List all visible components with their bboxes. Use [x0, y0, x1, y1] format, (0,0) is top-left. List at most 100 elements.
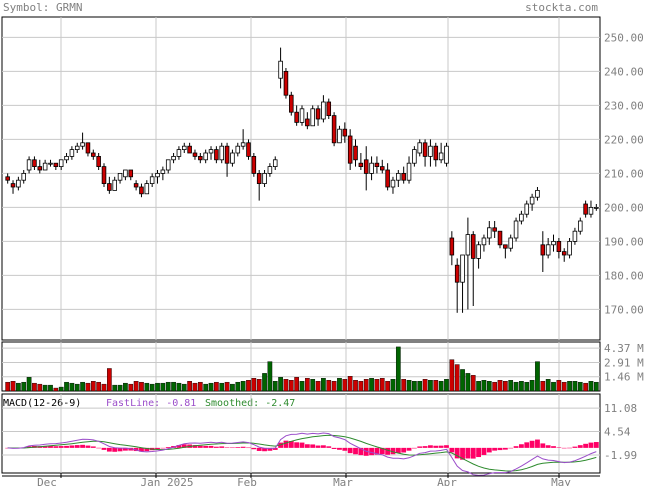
macd-hist-105	[567, 447, 572, 449]
volume-bar-6	[37, 383, 43, 392]
volume-bar-99	[535, 361, 540, 392]
candle-body-74	[401, 172, 406, 181]
volume-bar-42	[230, 383, 235, 392]
price-y-tick-6: 190.00	[604, 235, 644, 248]
candle-body-76	[412, 149, 417, 164]
candle-body-87	[470, 234, 476, 259]
macd-hist-46	[251, 447, 257, 450]
macd-hist-64	[347, 447, 353, 454]
candle-body-5	[32, 159, 37, 168]
volume-bar-15	[85, 382, 91, 392]
candle-body-19	[107, 183, 112, 191]
volume-bar-68	[369, 378, 374, 392]
macd-hist-4	[26, 446, 32, 448]
candle-body-83	[449, 237, 455, 256]
volume-bar-30	[165, 381, 171, 392]
candle-body-31	[171, 155, 176, 161]
volume-bar-57	[310, 379, 316, 392]
macd-hist-9	[53, 446, 59, 448]
volume-bar-36	[197, 381, 203, 392]
price-y-tick-7: 180.00	[604, 269, 644, 282]
volume-bar-59	[321, 378, 326, 392]
volume-bar-78	[422, 379, 428, 392]
volume-bar-13	[74, 383, 80, 392]
candle-body-0	[5, 176, 10, 181]
macd-hist-102	[551, 446, 556, 448]
x-label-3: Mar	[333, 476, 353, 486]
candle-body-29	[160, 169, 166, 174]
volume-bar-16	[90, 381, 96, 392]
volume-bar-56	[305, 378, 310, 392]
candle-body-47	[256, 172, 262, 184]
macd-hist-7	[42, 445, 48, 448]
candle-body-14	[80, 142, 85, 147]
x-label-4: Apr	[437, 476, 457, 486]
macd-hist-55	[299, 442, 305, 448]
macd-hist-33	[181, 444, 187, 448]
volume-bar-49	[267, 361, 273, 392]
volume-bar-80	[433, 380, 439, 392]
macd-hist-72	[390, 447, 396, 455]
volume-bar-20	[112, 384, 118, 392]
volume-bar-108	[583, 382, 588, 392]
macd-hist-76	[411, 447, 417, 449]
macd-hist-56	[304, 444, 310, 448]
macd-hist-104	[561, 447, 567, 449]
volume-bar-26	[144, 382, 150, 392]
candle-body-88	[476, 244, 481, 259]
volume-bar-1	[10, 381, 16, 392]
volume-bar-97	[524, 381, 530, 392]
candle-body-39	[214, 149, 219, 161]
volume-bar-50	[272, 381, 278, 392]
candle-body-75	[406, 162, 412, 181]
volume-bar-53	[288, 380, 294, 392]
candle-body-4	[26, 159, 32, 171]
candle-body-44	[240, 142, 246, 147]
candle-body-26	[144, 183, 150, 195]
candle-body-24	[133, 183, 139, 188]
candle-body-30	[165, 159, 171, 171]
macd-hist-75	[406, 447, 412, 451]
candle-body-17	[96, 155, 101, 167]
volume-bar-41	[224, 381, 230, 392]
volume-bar-96	[519, 381, 524, 392]
volume-bar-8	[48, 384, 53, 392]
volume-bar-12	[69, 382, 75, 392]
volume-bar-77	[417, 381, 423, 392]
macd-hist-50	[272, 447, 278, 450]
volume-bar-62	[337, 378, 342, 392]
candle-body-107	[577, 220, 583, 232]
candle-body-70	[379, 166, 385, 171]
macd-hist-78	[422, 446, 428, 448]
candle-body-55	[299, 108, 305, 123]
candle-body-67	[363, 159, 369, 174]
macd-title: MACD(12-26-9)	[3, 398, 81, 409]
macd-y-tick-1: 4.54	[604, 426, 631, 439]
candle-body-103	[556, 240, 562, 252]
macd-hist-71	[385, 447, 391, 455]
price-y-tick-2: 230.00	[604, 99, 644, 112]
x-label-1: Jan 2025	[141, 476, 194, 486]
macd-hist-42	[230, 447, 235, 449]
volume-bar-44	[240, 381, 246, 392]
macd-hist-90	[486, 447, 492, 453]
macd-hist-24	[133, 447, 139, 452]
volume-bar-24	[133, 381, 139, 392]
volume-bar-28	[155, 382, 160, 392]
volume-bar-93	[503, 381, 508, 392]
volume-bar-31	[171, 381, 176, 392]
candle-body-34	[187, 145, 192, 154]
macd-hist-28	[155, 447, 160, 450]
price-y-tick-5: 200.00	[604, 201, 644, 214]
volume-bar-67	[363, 379, 369, 392]
candle-body-57	[310, 108, 315, 127]
volume-bar-35	[192, 382, 198, 392]
price-frame	[1, 16, 601, 341]
candle-body-99	[535, 189, 540, 198]
macd-hist-38	[208, 445, 214, 448]
candle-body-93	[503, 244, 508, 249]
candle-body-91	[492, 227, 497, 232]
candle-body-36	[198, 155, 203, 161]
macd-hist-10	[58, 446, 64, 448]
x-label-0: Dec	[37, 476, 57, 486]
